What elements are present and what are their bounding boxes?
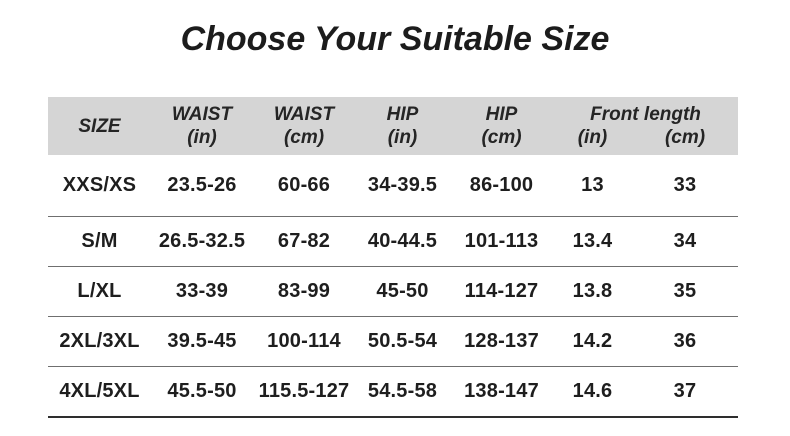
column-header-hip-cm: HIP (cm) xyxy=(450,97,553,155)
waist-in-cell: 45.5-50 xyxy=(151,366,253,418)
column-sublabel: (in) xyxy=(187,127,217,148)
size-table-body: XXS/XS 23.5-26 60-66 34-39.5 86-100 13 3… xyxy=(48,155,738,418)
hip-in-cell: 34-39.5 xyxy=(355,155,450,217)
hip-in-cell: 54.5-58 xyxy=(355,366,450,418)
column-label: WAIST xyxy=(171,104,233,125)
column-header-waist-in: WAIST (in) xyxy=(151,97,253,155)
hip-in-cell: 45-50 xyxy=(355,266,450,317)
column-header-size: SIZE xyxy=(48,97,151,155)
column-header-front-length: Front length (in) (cm) xyxy=(553,97,738,155)
waist-cm-cell: 100-114 xyxy=(253,316,355,367)
column-sublabel-cm: (cm) xyxy=(664,127,706,148)
column-sublabel: (in) xyxy=(387,127,418,148)
table-row: S/M 26.5-32.5 67-82 40-44.5 101-113 13.4… xyxy=(48,216,738,267)
front-length-in-cell: 13.8 xyxy=(553,266,632,317)
column-header-hip-in: HIP (in) xyxy=(355,97,450,155)
front-length-in-cell: 13 xyxy=(553,155,632,217)
waist-cm-cell: 115.5-127 xyxy=(253,366,355,418)
hip-cm-cell: 101-113 xyxy=(450,216,553,267)
front-length-in-cell: 14.2 xyxy=(553,316,632,367)
hip-cm-cell: 114-127 xyxy=(450,266,553,317)
waist-in-cell: 33-39 xyxy=(151,266,253,317)
waist-in-cell: 26.5-32.5 xyxy=(151,216,253,267)
size-table: SIZE WAIST (in) WAIST (cm) xyxy=(48,97,738,418)
hip-cm-cell: 138-147 xyxy=(450,366,553,418)
waist-in-cell: 39.5-45 xyxy=(151,316,253,367)
size-cell: 4XL/5XL xyxy=(48,366,151,418)
hip-cm-cell: 86-100 xyxy=(450,155,553,217)
hip-in-cell: 40-44.5 xyxy=(355,216,450,267)
front-length-cm-cell: 36 xyxy=(632,316,738,367)
front-length-cm-cell: 34 xyxy=(632,216,738,267)
column-sublabel: (cm) xyxy=(481,127,522,148)
column-header-waist-cm: WAIST (cm) xyxy=(253,97,355,155)
hip-in-cell: 50.5-54 xyxy=(355,316,450,367)
front-length-cm-cell: 37 xyxy=(632,366,738,418)
column-label: SIZE xyxy=(78,115,121,137)
size-cell: L/XL xyxy=(48,266,151,317)
table-row: 4XL/5XL 45.5-50 115.5-127 54.5-58 138-14… xyxy=(48,366,738,418)
page-title: Choose Your Suitable Size xyxy=(180,20,610,58)
waist-cm-cell: 67-82 xyxy=(253,216,355,267)
size-cell: S/M xyxy=(48,216,151,267)
front-length-in-cell: 13.4 xyxy=(553,216,632,267)
size-cell: XXS/XS xyxy=(48,155,151,217)
front-length-cm-cell: 33 xyxy=(632,155,738,217)
table-row: L/XL 33-39 83-99 45-50 114-127 13.8 35 xyxy=(48,266,738,317)
front-length-cm-cell: 35 xyxy=(632,266,738,317)
table-row: XXS/XS 23.5-26 60-66 34-39.5 86-100 13 3… xyxy=(48,155,738,217)
hip-cm-cell: 128-137 xyxy=(450,316,553,367)
waist-cm-cell: 83-99 xyxy=(253,266,355,317)
column-label: HIP xyxy=(485,104,518,125)
front-length-in-cell: 14.6 xyxy=(553,366,632,418)
size-table-header: SIZE WAIST (in) WAIST (cm) xyxy=(48,97,738,155)
column-sublabel-in: (in) xyxy=(577,127,608,148)
column-label: WAIST xyxy=(273,104,335,125)
waist-cm-cell: 60-66 xyxy=(253,155,355,217)
column-label: Front length xyxy=(590,104,701,125)
table-row: 2XL/3XL 39.5-45 100-114 50.5-54 128-137 … xyxy=(48,316,738,367)
size-cell: 2XL/3XL xyxy=(48,316,151,367)
column-sublabel: (cm) xyxy=(283,127,325,148)
column-label: HIP xyxy=(386,104,419,125)
waist-in-cell: 23.5-26 xyxy=(151,155,253,217)
